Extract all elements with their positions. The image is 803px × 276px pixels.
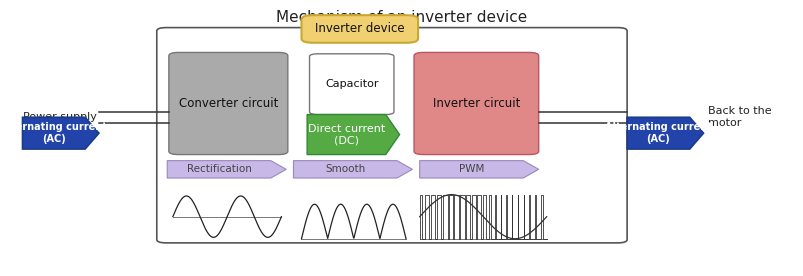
Text: Rectification: Rectification — [186, 164, 251, 174]
Polygon shape — [167, 161, 286, 178]
Polygon shape — [626, 117, 703, 149]
Text: Alternating current
(AC): Alternating current (AC) — [604, 122, 711, 144]
Text: Mechanism of an inverter device: Mechanism of an inverter device — [276, 10, 527, 25]
FancyBboxPatch shape — [169, 52, 287, 155]
FancyBboxPatch shape — [309, 54, 393, 115]
FancyBboxPatch shape — [157, 28, 626, 243]
Text: Alternating current
(AC): Alternating current (AC) — [0, 122, 107, 144]
Polygon shape — [293, 161, 412, 178]
Text: Capacitor: Capacitor — [324, 79, 378, 89]
FancyBboxPatch shape — [301, 15, 418, 43]
Polygon shape — [307, 115, 399, 155]
Text: Power supply: Power supply — [23, 112, 97, 122]
Text: Inverter device: Inverter device — [315, 22, 404, 36]
Text: Direct current
(DC): Direct current (DC) — [308, 124, 385, 145]
Text: PWM: PWM — [459, 164, 483, 174]
Polygon shape — [22, 117, 99, 149]
Text: Smooth: Smooth — [324, 164, 365, 174]
Polygon shape — [419, 161, 538, 178]
FancyBboxPatch shape — [414, 52, 538, 155]
Text: Back to the
motor: Back to the motor — [707, 107, 770, 128]
Text: Inverter circuit: Inverter circuit — [432, 97, 520, 110]
Text: Converter circuit: Converter circuit — [178, 97, 278, 110]
